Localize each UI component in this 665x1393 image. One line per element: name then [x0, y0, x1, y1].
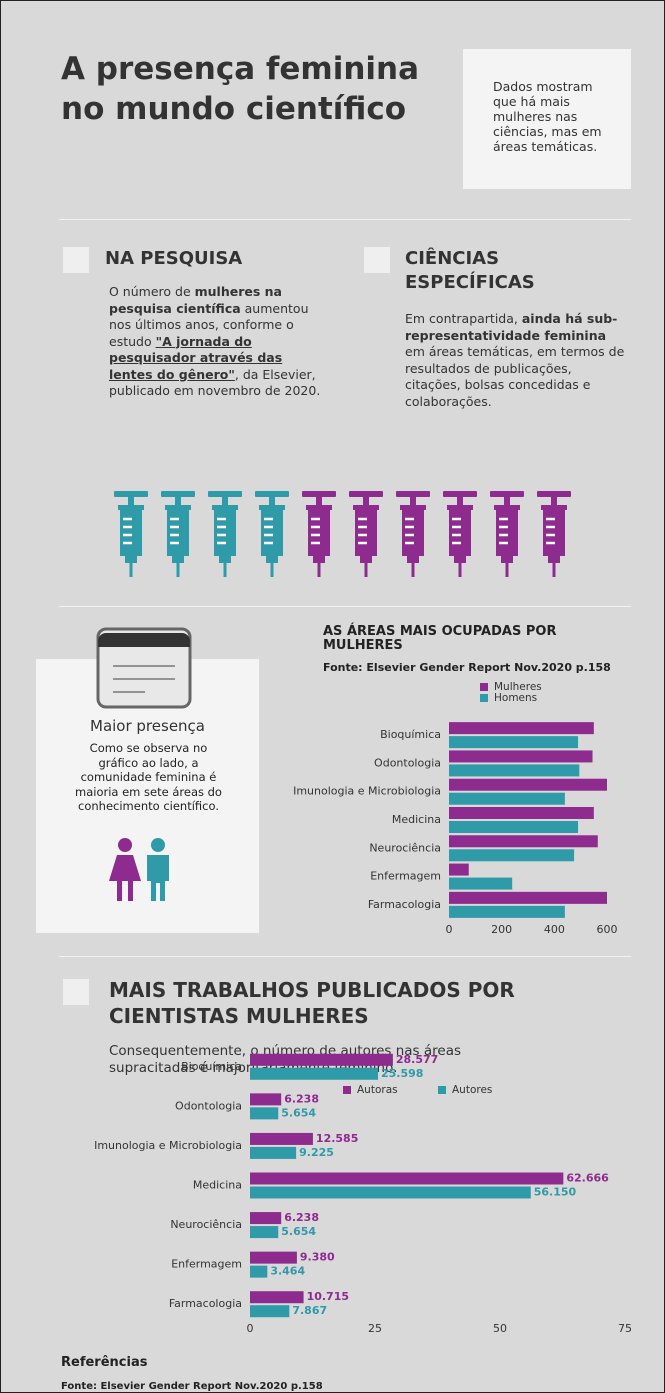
x-tick-label: 25 — [368, 1322, 382, 1335]
legend-label: Autoras — [357, 1084, 398, 1096]
value-label: 56.150 — [534, 1186, 577, 1199]
bar — [449, 779, 607, 791]
graphics: 0 200 400 600 Bioquímica Odontologia Imunologi… — [1, 1, 664, 1392]
x-tick-label: 0 — [247, 1322, 254, 1335]
y-tick-label: Farmacologia — [169, 1297, 242, 1310]
x-tick-label: 400 — [544, 923, 565, 936]
bar — [250, 1054, 393, 1066]
calendar-icon — [98, 629, 190, 707]
y-tick-label: Bioquímica — [380, 728, 441, 741]
bar — [449, 892, 607, 904]
y-tick-label: Neurociência — [170, 1218, 242, 1231]
bar — [449, 864, 469, 876]
bar — [449, 764, 579, 776]
bar — [250, 1252, 297, 1264]
y-tick-label: Enfermagem — [370, 870, 441, 883]
x-tick-label: 600 — [597, 923, 618, 936]
value-label: 3.464 — [270, 1265, 305, 1278]
value-label: 5.654 — [281, 1225, 316, 1238]
value-label: 25.598 — [381, 1067, 423, 1080]
bar — [449, 722, 594, 734]
bar — [449, 736, 578, 748]
syringe-icon — [302, 491, 336, 577]
legend-label: Autores — [452, 1084, 492, 1096]
legend-swatch — [438, 1086, 446, 1094]
bar — [449, 835, 598, 847]
bar — [449, 821, 578, 833]
syringe-icon — [490, 491, 524, 577]
y-tick-label: Bioquímica — [181, 1060, 242, 1073]
syringe-icon — [208, 491, 242, 577]
bar — [250, 1147, 296, 1159]
syringe-icon — [114, 491, 148, 577]
bar — [250, 1173, 563, 1185]
body: { "header": {"title": "A presença femini… — [0, 0, 665, 1393]
y-tick-label: Imunologia e Microbiologia — [94, 1139, 242, 1152]
bar — [250, 1133, 313, 1145]
syringe-icon — [349, 491, 383, 577]
bar — [250, 1187, 531, 1199]
legend-swatch — [480, 683, 488, 691]
bar — [250, 1068, 378, 1080]
x-tick-label: 200 — [491, 923, 512, 936]
value-label: 62.666 — [566, 1172, 609, 1185]
y-tick-label: Farmacologia — [368, 898, 441, 911]
value-label: 7.867 — [292, 1304, 327, 1317]
infographic: A presença feminina no mundo científico … — [0, 0, 665, 1393]
bar — [449, 878, 512, 890]
bar — [449, 849, 574, 861]
bar — [250, 1212, 281, 1224]
y-tick-label: Imunologia e Microbiologia — [293, 785, 441, 798]
x-tick-label: 0 — [446, 923, 453, 936]
y-tick-label: Odontologia — [175, 1099, 242, 1112]
bar — [449, 793, 565, 805]
value-label: 28.577 — [396, 1053, 438, 1066]
bar — [250, 1093, 281, 1105]
legend-swatch — [343, 1086, 351, 1094]
bar — [449, 807, 594, 819]
bar — [250, 1305, 289, 1317]
x-tick-label: 50 — [493, 1322, 507, 1335]
bar — [449, 906, 565, 918]
y-tick-label: Neurociência — [369, 841, 441, 854]
legend-swatch — [480, 694, 488, 702]
y-tick-label: Odontologia — [374, 756, 441, 769]
page: A presença feminina no mundo científico … — [0, 0, 665, 1393]
syringe-icon — [161, 491, 195, 577]
value-label: 5.654 — [281, 1106, 316, 1119]
value-label: 9.225 — [299, 1146, 334, 1159]
value-label: 6.238 — [284, 1092, 319, 1105]
syringe-icon — [396, 491, 430, 577]
people-icon — [109, 838, 169, 901]
y-tick-label: Medicina — [392, 813, 441, 826]
y-tick-label: Enfermagem — [171, 1258, 242, 1271]
legend-label: Homens — [494, 692, 537, 704]
y-tick-label: Medicina — [193, 1179, 242, 1192]
syringe-row — [114, 491, 571, 577]
syringe-icon — [443, 491, 477, 577]
value-label: 6.238 — [284, 1211, 319, 1224]
value-label: 9.380 — [300, 1251, 335, 1264]
syringe-icon — [537, 491, 571, 577]
value-label: 12.585 — [316, 1132, 358, 1145]
bar — [250, 1266, 267, 1278]
bar — [250, 1226, 278, 1238]
bar — [250, 1107, 278, 1119]
x-tick-label: 75 — [618, 1322, 632, 1335]
syringe-icon — [255, 491, 289, 577]
bar — [449, 750, 593, 762]
value-label: 10.715 — [307, 1290, 349, 1303]
bar — [250, 1291, 304, 1303]
